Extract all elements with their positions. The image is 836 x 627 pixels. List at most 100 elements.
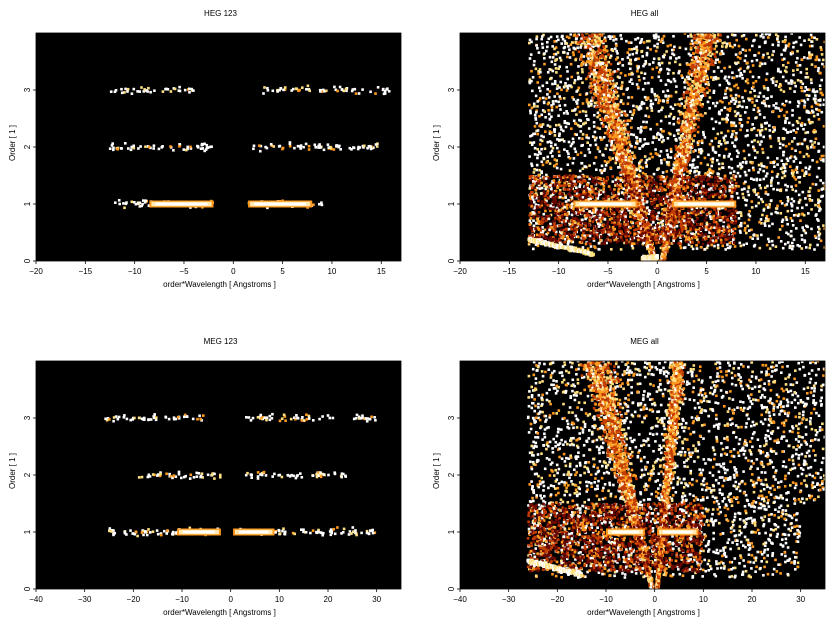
heatmap-cell <box>615 58 618 61</box>
heatmap-cell <box>781 218 785 222</box>
heatmap-cell <box>606 110 610 114</box>
heatmap-cell <box>711 148 715 152</box>
heatmap-cell <box>723 96 726 100</box>
heatmap-cell <box>531 76 535 79</box>
heatmap-cell <box>659 128 663 131</box>
heatmap-cell <box>795 120 799 123</box>
heatmap-cell <box>538 75 542 79</box>
heatmap-cell <box>808 53 811 56</box>
heatmap-cell <box>820 110 824 114</box>
heatmap-cell <box>815 102 818 106</box>
heatmap-cell <box>138 205 142 208</box>
heatmap-cell <box>691 247 695 251</box>
heatmap-cell <box>575 102 579 105</box>
heatmap-cell <box>759 186 763 190</box>
heatmap-cell <box>626 122 629 126</box>
heatmap-cell <box>604 131 607 135</box>
heatmap-cell <box>618 76 621 79</box>
heatmap-cell <box>817 189 820 192</box>
heatmap-cell <box>766 88 770 92</box>
heatmap-cell <box>357 92 361 95</box>
heatmap-cell <box>630 244 634 248</box>
heatmap-cell <box>620 37 623 41</box>
heatmap-cell <box>638 169 642 173</box>
heatmap-cell <box>693 233 696 236</box>
heatmap-cell <box>553 40 556 43</box>
heatmap-cell <box>609 166 612 169</box>
heatmap-cell <box>723 41 726 44</box>
heatmap-cell <box>807 212 810 215</box>
heatmap-cell <box>721 244 725 248</box>
heatmap-cell <box>252 144 256 148</box>
heatmap-cell <box>786 200 790 203</box>
heatmap-cell <box>767 36 770 39</box>
heatmap-cell <box>600 109 603 113</box>
heatmap-cell <box>657 110 661 113</box>
heatmap-cell <box>739 118 743 121</box>
heatmap-cell <box>605 49 609 53</box>
heatmap-cell <box>580 39 584 43</box>
heatmap-cell <box>760 164 764 168</box>
heatmap-cell <box>619 34 622 37</box>
heatmap-cell <box>559 125 563 129</box>
heatmap-cell <box>290 89 293 92</box>
heatmap-cell <box>731 97 734 100</box>
heatmap-cell <box>536 81 539 84</box>
heatmap-cell <box>821 194 824 198</box>
heatmap-cell <box>542 135 545 139</box>
heatmap-cell <box>740 214 743 217</box>
heatmap-cell <box>649 247 652 251</box>
heatmap-cell <box>628 162 632 165</box>
heatmap-cell <box>785 157 789 161</box>
heatmap-cell <box>534 118 538 121</box>
heatmap-cell <box>744 134 748 138</box>
heatmap-cell <box>729 100 733 103</box>
heatmap-cell <box>643 228 646 232</box>
heatmap-cell <box>627 130 631 134</box>
heatmap-cell <box>590 90 593 93</box>
heatmap-cell <box>538 68 542 71</box>
heatmap-cell <box>297 89 300 93</box>
heatmap-cell <box>677 103 680 106</box>
heatmap-cell <box>654 98 658 101</box>
heatmap-cell <box>601 117 604 120</box>
heatmap-cell <box>747 193 751 197</box>
heatmap-cell <box>819 179 822 182</box>
heatmap-cell <box>817 237 821 240</box>
heatmap-cell <box>122 202 125 205</box>
heatmap-cell <box>596 111 600 115</box>
heatmap-cell <box>779 88 783 92</box>
heatmap-cell <box>642 202 645 206</box>
heatmap-cell <box>610 125 613 129</box>
heatmap-cell <box>760 140 763 143</box>
heatmap-cell <box>802 155 806 158</box>
heatmap-cell <box>759 218 763 221</box>
heatmap-cell <box>767 240 771 243</box>
heatmap-cell <box>755 134 759 137</box>
heatmap-cell <box>666 163 669 166</box>
heatmap-cell <box>752 189 755 192</box>
heatmap-cell <box>786 131 790 134</box>
heatmap-cell <box>725 42 729 46</box>
heatmap-cell <box>696 165 699 169</box>
heatmap-cell <box>631 151 634 154</box>
heatmap-cell <box>621 64 625 67</box>
heatmap-cell <box>656 46 659 49</box>
heatmap-cell <box>546 189 550 193</box>
heatmap-cell <box>626 148 629 152</box>
heatmap-cell <box>805 203 808 207</box>
heatmap-cell <box>765 214 769 218</box>
heatmap-cell <box>583 37 587 41</box>
heatmap-cell <box>555 166 559 170</box>
heatmap-cell <box>670 48 674 52</box>
heatmap-cell <box>643 63 646 66</box>
heatmap-cell <box>642 205 646 209</box>
heatmap-cell <box>739 57 742 60</box>
heatmap-cell <box>686 238 690 242</box>
heatmap-cell <box>534 192 538 195</box>
heatmap-cell <box>546 124 550 127</box>
heatmap-cell <box>199 147 203 150</box>
heatmap-cell <box>366 146 369 150</box>
heatmap-cell <box>577 65 580 68</box>
